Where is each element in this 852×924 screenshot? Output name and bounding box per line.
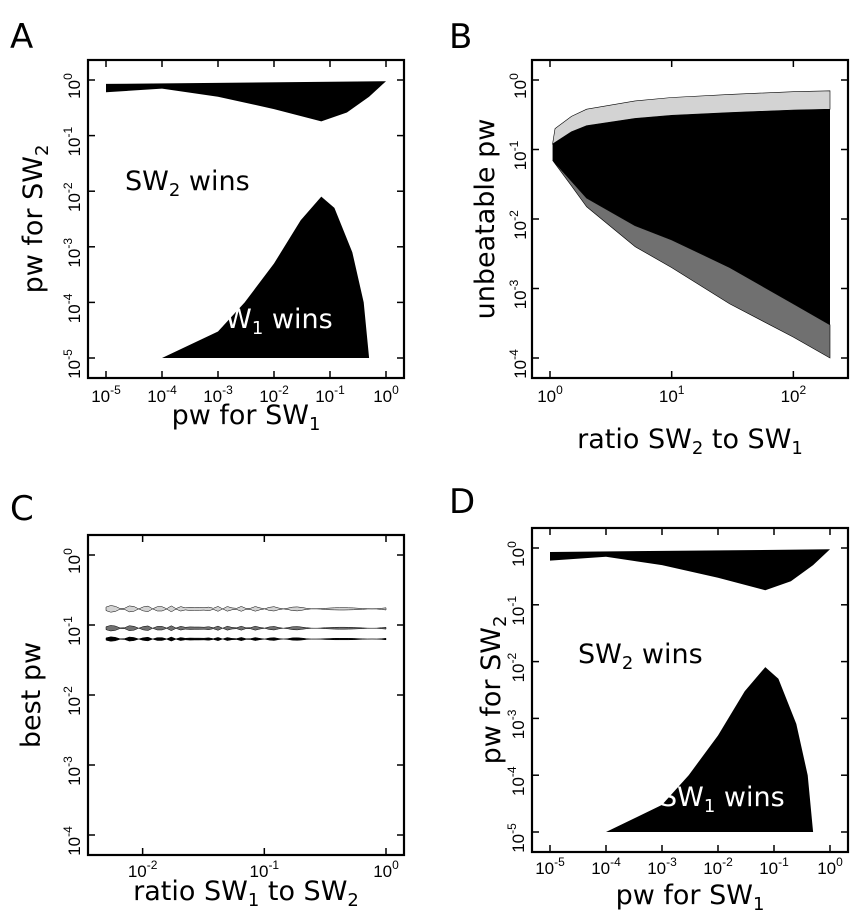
panel-b: B 100 101 102 10-4 10-3 10-2 10-1 100 ratio SW2 t… — [449, 17, 850, 459]
y-tick-label: 10-2 — [507, 210, 530, 240]
x-tick-label: 10-5 — [91, 383, 121, 406]
panel-letter: C — [10, 489, 34, 529]
x-tick-label: 100 — [817, 855, 843, 878]
panel-a: A 10-5 10-4 10-3 10-2 10-1 100 10-5 10-4 10-3 10-2… — [10, 17, 406, 435]
x-tick-label: 100 — [373, 383, 399, 406]
y-tick-label: 10-4 — [61, 293, 84, 323]
panel-letter: B — [449, 17, 472, 57]
sw1-wins-label: SW1 wins — [660, 782, 785, 817]
sw2-wins-label: SW2 wins — [578, 639, 703, 674]
panel-letter: D — [449, 482, 475, 522]
plot-frame — [530, 526, 850, 854]
region-sw1-wins — [606, 667, 814, 832]
plot-frame — [86, 58, 406, 380]
y-tick-label: 10-4 — [61, 826, 84, 856]
panel-letter: A — [10, 17, 33, 57]
y-tick-label: 100 — [505, 541, 528, 567]
y-tick-label: 10-4 — [507, 349, 530, 379]
x-axis-label: pw for SW1 — [172, 400, 321, 435]
y-tick-label: 10-2 — [61, 182, 84, 212]
series-band-1 — [105, 605, 387, 613]
y-axis-label: pw for SW2 — [476, 616, 511, 765]
y-tick-label: 10-1 — [505, 596, 528, 626]
y-tick-label: 10-1 — [61, 616, 84, 646]
y-tick-label: 10-2 — [505, 652, 528, 682]
y-tick-label: 10-5 — [505, 823, 528, 853]
x-axis-label: ratio SW2 to SW1 — [577, 424, 803, 459]
region-top-band — [550, 549, 830, 591]
panel-d: D 10-5 10-4 10-3 10-2 10-1 100 10-5 10-4 10-3 10-2… — [449, 482, 850, 915]
x-tick-label: 10-3 — [203, 383, 233, 406]
x-tick-label: 10-2 — [703, 855, 733, 878]
y-tick-label: 10-5 — [61, 349, 84, 379]
region-sw1-wins — [162, 196, 370, 358]
y-tick-label: 10-3 — [61, 756, 84, 786]
y-tick-label: 100 — [61, 548, 84, 574]
x-tick-label: 10-5 — [535, 855, 565, 878]
y-tick-label: 10-3 — [505, 709, 528, 739]
x-tick-label: 100 — [373, 858, 399, 881]
x-tick-label: 10-4 — [591, 855, 621, 878]
x-tick-label: 102 — [781, 383, 807, 406]
sw2-wins-label: SW2 wins — [125, 166, 250, 201]
y-axis-label: unbeatable pw — [470, 119, 501, 320]
y-tick-label: 100 — [61, 73, 84, 99]
y-axis-label: best pw — [16, 642, 47, 748]
x-tick-label: 10-1 — [759, 855, 789, 878]
y-tick-label: 10-1 — [61, 126, 84, 156]
y-tick-label: 10-1 — [507, 140, 530, 170]
y-tick-label: 100 — [507, 73, 530, 99]
x-axis-label: ratio SW1 to SW2 — [133, 876, 359, 911]
band-dark — [552, 109, 830, 325]
x-tick-label: 10-2 — [259, 383, 289, 406]
x-tick-label: 10-1 — [315, 383, 345, 406]
y-tick-label: 10-3 — [507, 279, 530, 309]
series-band-2 — [105, 625, 387, 632]
x-tick-label: 100 — [537, 383, 563, 406]
series-band-3 — [105, 636, 387, 642]
y-tick-label: 10-2 — [61, 686, 84, 716]
panel-c: C 10-2 10-1 100 10-4 10-3 10-2 10-1 100 ratio SW1… — [10, 489, 406, 911]
sw1-wins-label: SW1 wins — [208, 304, 333, 339]
plot-frame — [86, 533, 406, 857]
y-axis-label: pw for SW2 — [18, 145, 53, 294]
y-tick-label: 10-3 — [61, 238, 84, 268]
region-top-band — [106, 81, 386, 122]
x-tick-label: 10-1 — [250, 858, 280, 881]
x-axis-label: pw for SW1 — [616, 880, 765, 915]
x-tick-label: 101 — [659, 383, 685, 406]
x-tick-label: 10-3 — [647, 855, 677, 878]
x-tick-label: 10-2 — [128, 858, 158, 881]
y-tick-label: 10-4 — [505, 766, 528, 796]
x-tick-label: 10-4 — [147, 383, 177, 406]
